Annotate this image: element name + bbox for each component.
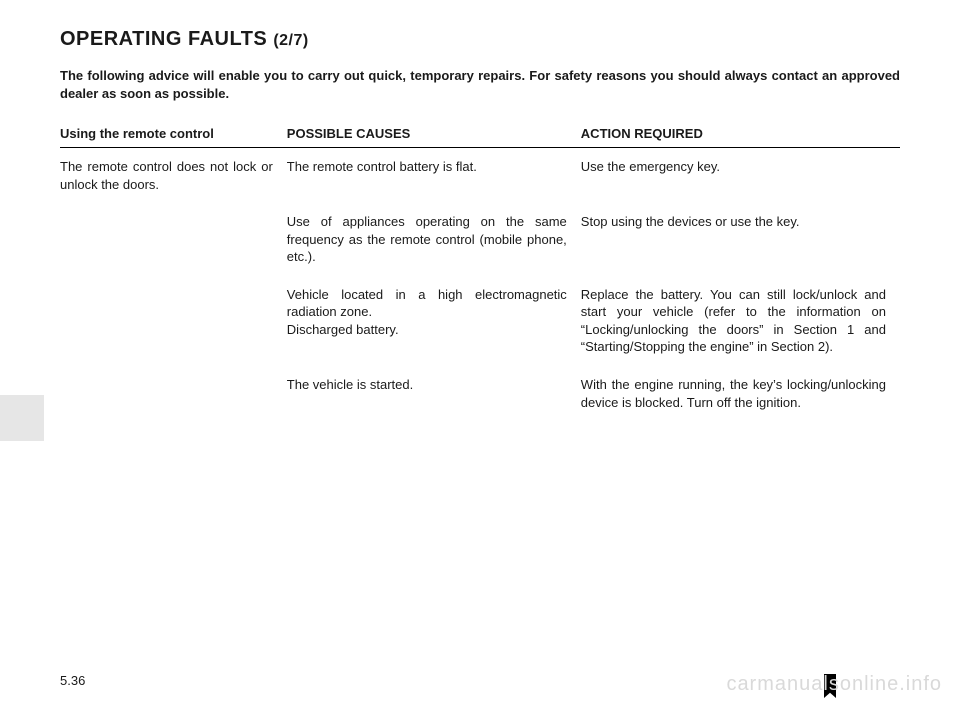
- cell-cause: Use of appliances operating on the same …: [287, 203, 581, 276]
- cell-cause: The remote control battery is flat.: [287, 148, 581, 204]
- intro-paragraph: The following advice will enable you to …: [60, 67, 900, 102]
- table-header-row: Using the remote control POSSIBLE CAUSES…: [60, 120, 900, 148]
- cell-action: Stop using the devices or use the key.: [581, 203, 900, 276]
- cell-action: With the engine running, the key’s locki…: [581, 366, 900, 421]
- section-side-tab: [0, 395, 44, 441]
- faults-table: Using the remote control POSSIBLE CAUSES…: [60, 120, 900, 421]
- table-header-symptom: Using the remote control: [60, 120, 287, 148]
- cell-action: Replace the battery. You can still lock/…: [581, 276, 900, 366]
- table-row: The vehicle is started. With the engine …: [60, 366, 900, 421]
- page-number: 5.36: [60, 673, 85, 688]
- cell-symptom: The remote control does not lock or unlo…: [60, 148, 287, 204]
- title-main: OPERATING FAULTS: [60, 28, 267, 50]
- title-part: (2/7): [273, 32, 308, 49]
- manual-page: OPERATING FAULTS (2/7) The following adv…: [0, 0, 960, 710]
- cell-symptom: [60, 366, 287, 421]
- table-row: Use of appliances operating on the same …: [60, 203, 900, 276]
- table-row: Vehicle located in a high electromagneti…: [60, 276, 900, 366]
- watermark-text: carmanualsonline.info: [726, 673, 942, 696]
- cell-symptom: [60, 276, 287, 366]
- cell-cause: The vehicle is started.: [287, 366, 581, 421]
- cell-symptom: [60, 203, 287, 276]
- table-header-cause: POSSIBLE CAUSES: [287, 120, 581, 148]
- page-title: OPERATING FAULTS (2/7): [60, 28, 900, 51]
- cell-cause: Vehicle located in a high electromagneti…: [287, 276, 581, 366]
- cell-action: Use the emergency key.: [581, 148, 900, 204]
- table-row: The remote control does not lock or unlo…: [60, 148, 900, 204]
- table-header-action: ACTION REQUIRED: [581, 120, 900, 148]
